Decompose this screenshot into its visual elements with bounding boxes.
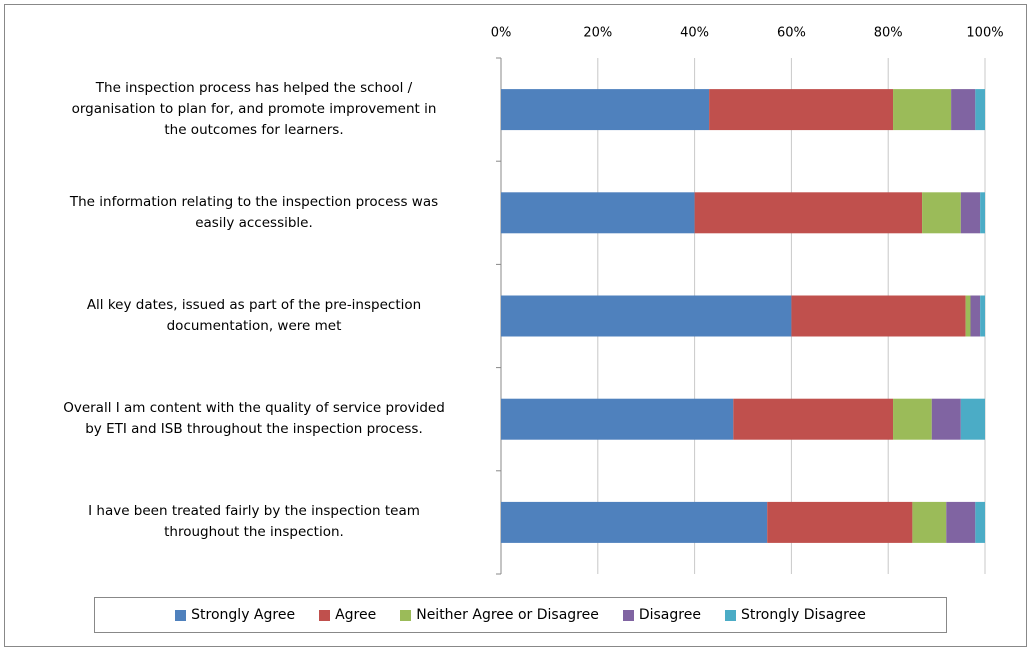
bar-segment xyxy=(975,501,985,543)
legend-swatch xyxy=(175,609,187,621)
bar-segment xyxy=(767,501,913,543)
x-tick-label: 20% xyxy=(583,26,612,41)
bar-segment xyxy=(501,398,734,440)
x-tick-label: 80% xyxy=(874,26,903,41)
legend-label: Strongly Disagree xyxy=(740,607,866,623)
bar-segment xyxy=(922,192,961,234)
x-tick-label: 0% xyxy=(491,26,512,41)
bar-segment xyxy=(965,295,971,337)
bar-segment xyxy=(912,501,947,543)
x-tick-label: 40% xyxy=(680,26,709,41)
bar-segment xyxy=(960,398,985,440)
legend-item: Strongly Agree xyxy=(175,607,295,623)
legend-item: Neither Agree or Disagree xyxy=(400,607,599,623)
x-tick-label: 60% xyxy=(777,26,806,41)
bar-segment xyxy=(931,398,961,440)
legend-item: Disagree xyxy=(622,607,701,623)
bar-segment xyxy=(980,295,985,337)
legend-label: Agree xyxy=(335,607,377,623)
legend-swatch xyxy=(400,609,412,621)
bar-segment xyxy=(501,192,695,234)
legend-label: Strongly Agree xyxy=(191,607,296,623)
legend-swatch xyxy=(319,609,331,621)
category-label: All key dates, issued as part of the pre… xyxy=(86,296,422,334)
chart: 0% 20% 40% 60% 80% 100% Strongly Agree Agree Ne… xyxy=(4,4,1027,647)
bar-segment xyxy=(501,89,710,131)
legend-swatch xyxy=(622,609,634,621)
legend: Strongly Agree Agree Neither Agree or Disa… xyxy=(94,597,947,633)
bar-segment xyxy=(501,295,792,337)
bar-segment xyxy=(733,398,894,440)
bar-segment xyxy=(960,192,981,234)
category-label: The inspection process has helped the sc… xyxy=(71,80,437,139)
legend-label: Neither Agree or Disagree xyxy=(416,607,599,623)
category-label: I have been treated fairly by the inspec… xyxy=(88,503,420,541)
category-label: Overall I am content with the quality of… xyxy=(63,400,445,438)
legend-item: Strongly Disagree xyxy=(724,607,866,623)
bar-segment xyxy=(791,295,966,337)
bar-segment xyxy=(980,192,985,234)
bar-segment xyxy=(694,192,923,234)
bar-segment xyxy=(893,89,952,131)
legend-label: Disagree xyxy=(638,607,701,623)
legend-item: Agree xyxy=(319,607,376,623)
bar-segment xyxy=(970,295,981,337)
bar-segment xyxy=(709,89,894,131)
bar-segment xyxy=(946,501,976,543)
plot: 0% 20% 40% 60% 80% 100% xyxy=(491,26,1004,575)
bar-segment xyxy=(893,398,932,440)
bar-segment xyxy=(975,89,985,131)
bar-segment xyxy=(951,89,976,131)
legend-swatch xyxy=(724,609,736,621)
category-label: The information relating to the inspecti… xyxy=(69,193,439,231)
bar-segment xyxy=(501,501,768,543)
x-tick-label: 100% xyxy=(966,26,1003,41)
